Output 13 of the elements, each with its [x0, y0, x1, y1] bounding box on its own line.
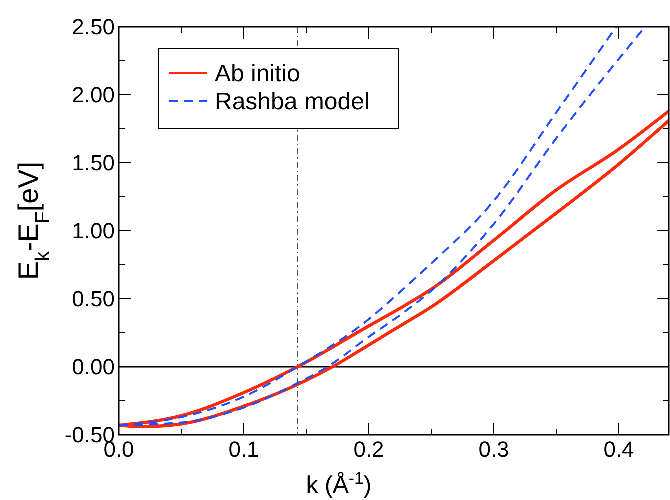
x-tick-label: 0.1	[228, 437, 260, 462]
y-tick-label: 1.00	[72, 218, 115, 244]
legend-label: Rashba model	[215, 88, 370, 116]
x-axis-title: k (Å$^{-1}$)	[306, 468, 372, 499]
legend-label: Ab initio	[215, 60, 300, 88]
x-tick-label: 0.4	[604, 437, 634, 462]
y-tick-label: 1.50	[72, 150, 115, 176]
y-tick-label: 0.50	[72, 286, 115, 312]
x-tick-label: 0.3	[478, 437, 510, 462]
y-tick-label: 0.00	[72, 354, 115, 380]
y-tick-label: 2.50	[72, 14, 115, 40]
y-tick-label: 2.00	[72, 82, 115, 108]
x-tick-label: 0.2	[354, 437, 384, 462]
